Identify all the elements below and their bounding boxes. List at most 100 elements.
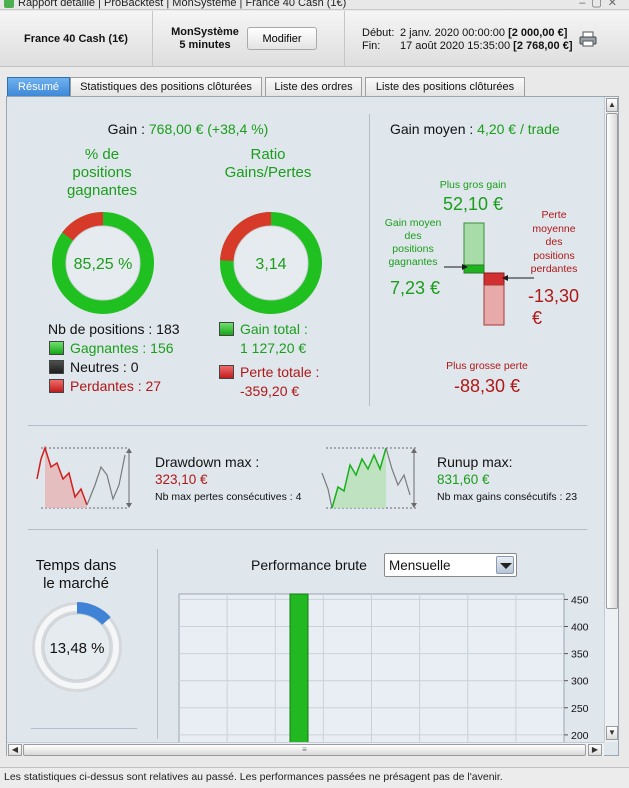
system-info: MonSystème 5 minutes Modifier [153,11,345,67]
runup-arrowhead [411,503,417,508]
gain-loss-bars [444,222,534,326]
performance-period-value: Mensuelle [389,558,451,573]
y-tick-label: 200 [571,730,589,742]
avg-win-label-line: positions [392,243,434,255]
avg-loss-label: Perte moyenne des positions perdantes [518,209,590,277]
win-rate-title: % de positions gagnantes [42,146,162,200]
avg-win-bar [463,264,485,274]
avg-win-label-line: gagnantes [388,256,438,268]
section-divider [28,529,587,530]
scroll-down-icon[interactable]: ▼ [606,726,618,740]
gain-value: 768,00 € (+38,4 %) [148,121,269,137]
horizontal-scrollbar[interactable]: ◀ ≡ ▶ [7,742,604,756]
win-rate-title-line: positions [72,164,132,181]
avg-loss-label-line: positions [533,249,575,262]
biggest-gain-bar [463,222,485,266]
system-name-block: MonSystème 5 minutes [165,26,245,52]
neutral-count: Neutres : 0 [70,359,139,375]
donut-inner [233,225,309,301]
ratio-title-line: Ratio [250,146,286,163]
section-divider [157,549,158,739]
gain-headline: Gain : 768,00 € (+38,4 %) [28,121,348,137]
modify-button[interactable]: Modifier [247,27,317,50]
system-timeframe: 5 minutes [179,39,231,51]
market-time-inner [43,613,111,681]
win-rate-value: 85,25 % [74,256,133,273]
app-icon [4,0,14,8]
end-label: Fin: [362,40,381,52]
drawdown-sub: Nb max pertes consécutives : 4 [155,491,302,503]
avg-loss-arrowhead [502,275,508,281]
tab-closed-positions-list[interactable]: Liste des positions clôturées [365,77,525,96]
section-divider [369,114,370,406]
drawdown-rebound-line [86,454,126,506]
runup-sub: Nb max gains consécutifs : 23 [437,491,578,503]
scroll-left-icon[interactable]: ◀ [8,744,22,756]
ratio-title: Ratio Gains/Pertes [208,146,328,182]
y-tick-label: 400 [571,622,589,634]
gain-label: Gain : [107,121,145,137]
chevron-down-icon[interactable] [496,556,514,574]
performance-label: Performance brute [251,557,367,573]
losers-count: Perdantes : 27 [70,378,162,394]
performance-period-select[interactable]: Mensuelle [384,553,517,577]
total-loss-label: Perte totale : [240,364,320,380]
avg-loss-value: -13,30 € [528,285,579,329]
start-date: 2 janv. 2020 00:00:00 [400,27,505,39]
runup-area [332,448,386,508]
print-icon[interactable] [579,31,597,47]
avg-loss-value-currency: € [532,308,543,328]
drawdown-label: Drawdown max : [155,454,260,470]
system-name: MonSystème [171,26,239,38]
biggest-loss-value: -88,30 € [453,376,521,396]
total-loss-swatch [219,365,234,379]
avg-loss-label-line: moyenne [532,222,576,235]
drawdown-line [36,445,88,506]
y-tick-label: 450 [571,594,589,606]
avg-win-label-line: Gain moyen [384,217,442,229]
chart-y-axis: 450 400 350 300 250 200 [564,594,589,742]
vertical-scroll-thumb[interactable] [606,113,618,609]
instrument-name: France 40 Cash (1€) [0,11,153,67]
performance-bar[interactable] [289,593,309,742]
runup-label: Runup max: [437,454,513,470]
window-title: Rapport détaillé | ProBacktest | MonSyst… [18,0,347,9]
total-gain-value: 1 127,20 € [240,340,307,356]
tab-closed-positions-stats[interactable]: Statistiques des positions clôturées [70,77,262,96]
end-capital: [2 768,00 €] [513,40,573,52]
scroll-right-icon[interactable]: ▶ [588,744,602,756]
avg-gain-headline: Gain moyen : 4,20 € / trade [390,121,560,137]
runup-post-line [385,447,411,496]
drawdown-area [45,448,87,508]
drawdown-arrowhead [126,503,132,508]
avg-loss-label-line: Perte [541,209,567,221]
vertical-scrollbar[interactable]: ▲ ▼ [604,97,618,742]
win-rate-title-line: gagnantes [66,182,138,199]
drawdown-value: 323,10 € [155,472,208,487]
total-loss-value: -359,20 € [240,383,300,399]
window-controls[interactable]: –▢✕ [579,0,623,9]
total-gain-swatch [219,322,234,336]
win-rate-donut: 85,25 % [52,212,154,314]
tab-resume[interactable]: Résumé [7,77,70,97]
performance-chart: 450 400 350 300 250 200 [178,593,589,742]
donut-red-arc [62,212,104,242]
market-time-title-line: Temps dans [35,557,117,574]
runup-pre-line [321,472,333,509]
donut-inner [65,225,141,301]
chart-grid [179,594,564,742]
total-gain-label: Gain total : [240,321,308,337]
losers-swatch [49,379,64,393]
avg-loss-bar [483,272,505,286]
tab-orders-list[interactable]: Liste des ordres [265,77,362,96]
drawdown-arrowhead [126,448,132,453]
scroll-up-icon[interactable]: ▲ [606,98,618,112]
status-bar: Les statistiques ci-dessus sont relative… [0,767,629,788]
donut-red-arc [220,212,272,262]
positions-count: Nb de positions : 183 [48,321,180,337]
avg-win-value: 7,23 € [390,278,441,298]
horizontal-scroll-thumb[interactable]: ≡ [23,744,586,756]
summary-panel: Gain : 768,00 € (+38,4 %) % de positions… [6,96,619,756]
market-time-title: Temps dans le marché [26,557,126,593]
drawdown-thumbnail [36,445,132,509]
